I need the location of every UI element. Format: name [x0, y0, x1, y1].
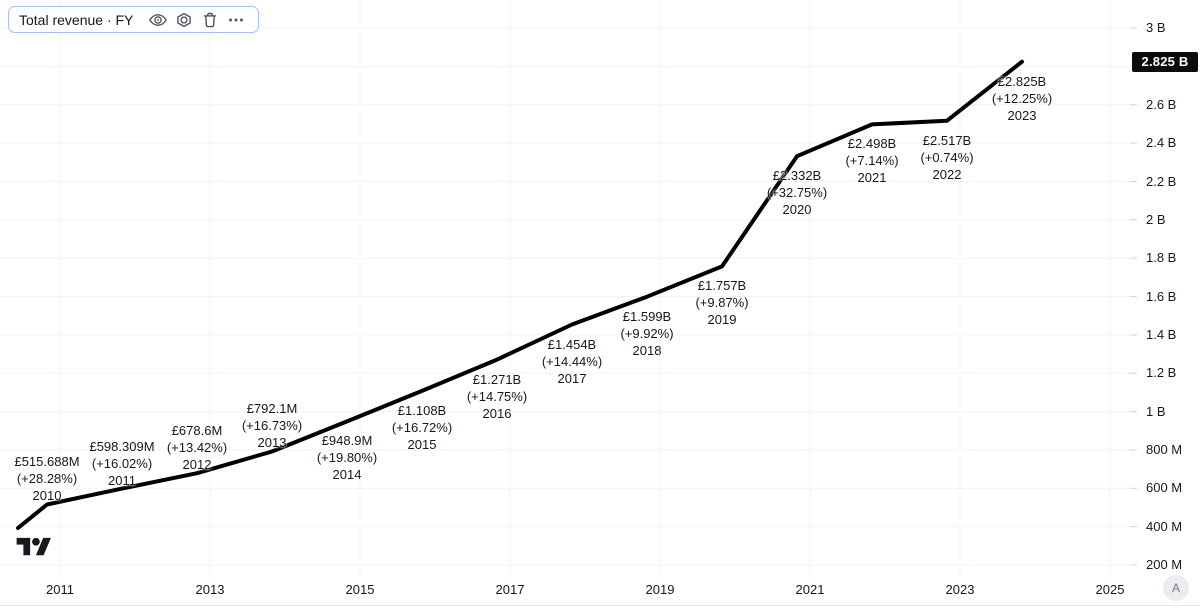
auto-scale-button[interactable]: A — [1163, 575, 1189, 601]
y-axis-label: 2.6 B — [1146, 96, 1177, 112]
x-axis-label: 2017 — [495, 582, 525, 597]
x-axis-label: 2021 — [795, 582, 825, 597]
legend-pill[interactable]: Total revenue · FY — [8, 6, 260, 33]
x-axis-label: 2015 — [345, 582, 375, 597]
y-axis-label: 1.4 B — [1146, 326, 1177, 342]
x-axis-label: 2013 — [195, 582, 225, 597]
y-axis-label: 2.2 B — [1146, 173, 1177, 189]
x-axis-label: 2025 — [1095, 582, 1125, 597]
settings-icon[interactable] — [171, 9, 197, 31]
y-axis-label: 1.2 B — [1146, 365, 1177, 381]
y-axis-label: 2.4 B — [1146, 135, 1177, 151]
y-axis-label: 2 B — [1146, 211, 1166, 227]
trash-icon[interactable] — [197, 9, 223, 31]
y-axis-label: 200 M — [1146, 557, 1183, 572]
y-axis-label: 1.6 B — [1146, 288, 1177, 304]
tradingview-logo-icon[interactable] — [16, 534, 52, 561]
y-axis-label: 400 M — [1146, 518, 1183, 534]
y-axis-label: 3 B — [1146, 20, 1166, 36]
x-axis-label: 2023 — [945, 582, 975, 597]
y-axis-label: 1 B — [1146, 403, 1166, 419]
last-price-badge: 2.825 B — [1132, 51, 1198, 72]
revenue-line-series[interactable] — [16, 59, 1024, 530]
legend-title: Total revenue · FY — [19, 11, 134, 28]
y-axis-label: 800 M — [1146, 441, 1183, 457]
eye-icon[interactable] — [145, 9, 171, 31]
y-axis-label: 1.8 B — [1146, 250, 1177, 266]
bottom-divider — [0, 605, 1200, 606]
x-axis-label: 2019 — [645, 582, 675, 597]
more-icon[interactable] — [223, 9, 249, 31]
y-axis-label: 600 M — [1146, 480, 1183, 496]
x-axis-label: 2011 — [46, 582, 74, 597]
